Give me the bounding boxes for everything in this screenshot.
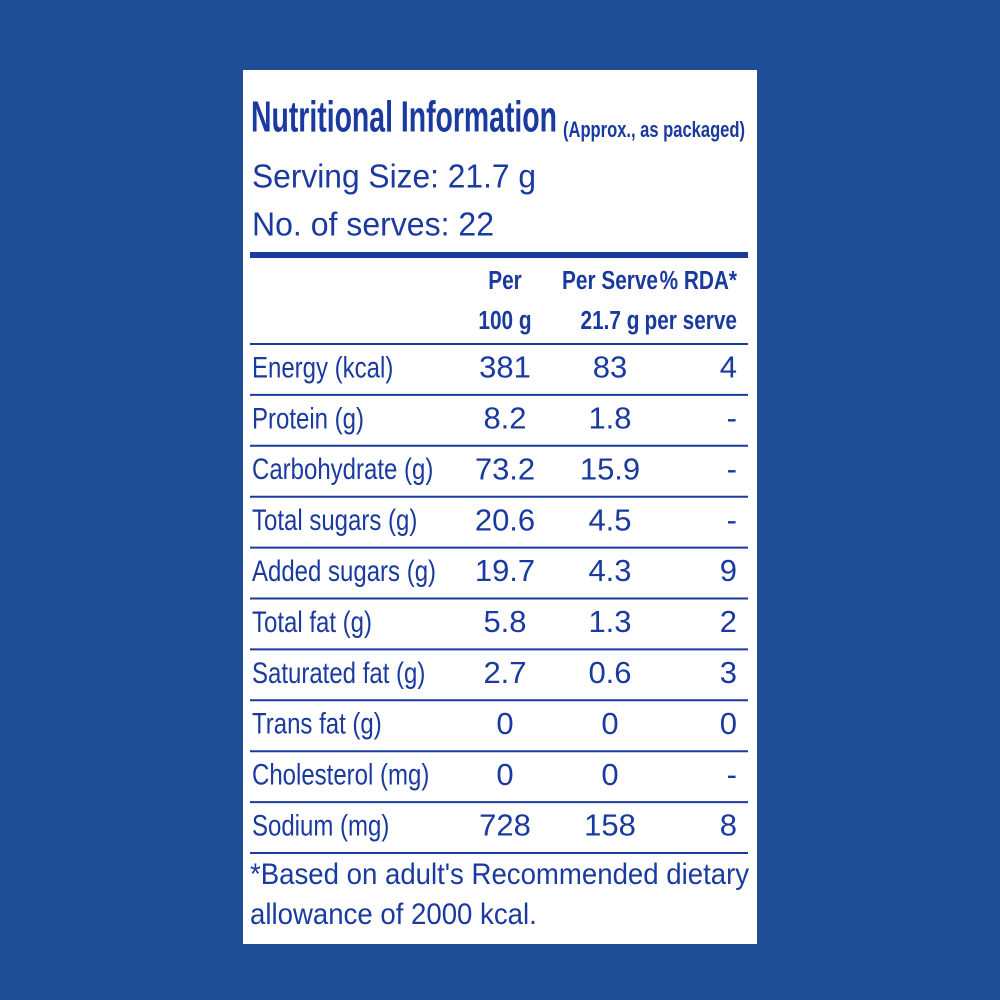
- cell-value: 0: [720, 706, 737, 741]
- cell-value: 20.6: [475, 502, 535, 537]
- title: Nutritional Information: [251, 93, 557, 142]
- cell-value: -: [727, 502, 737, 537]
- cell-value: 8.2: [483, 401, 526, 436]
- cell-value: 73.2: [475, 451, 535, 486]
- cell-value: 15.9: [580, 451, 640, 486]
- row-label: Added sugars (g): [252, 553, 436, 587]
- cell-value: 0: [496, 706, 513, 741]
- column-header: 21.7 g: [581, 306, 640, 335]
- cell-value: 8: [720, 808, 737, 843]
- cell-value: -: [727, 757, 737, 792]
- cell-value: 1.8: [588, 401, 631, 436]
- cell-value: -: [727, 451, 737, 486]
- row-label: Cholesterol (mg): [252, 757, 429, 791]
- row-label: Total sugars (g): [252, 502, 417, 536]
- thick-rule: [250, 252, 748, 258]
- cell-value: 1.3: [588, 604, 631, 639]
- column-header: 100 g: [478, 306, 531, 335]
- cell-value: 2.7: [483, 655, 526, 690]
- subtitle: (Approx., as packaged): [563, 117, 745, 142]
- cell-value: 5.8: [483, 604, 526, 639]
- cell-value: 728: [479, 808, 531, 843]
- row-label: Saturated fat (g): [252, 655, 425, 689]
- cell-value: 9: [720, 553, 737, 588]
- cell-value: 0: [601, 757, 618, 792]
- footnote: *Based on adult's Recommended dietary: [250, 858, 750, 891]
- footnote: allowance of 2000 kcal.: [250, 898, 537, 931]
- row-label: Energy (kcal): [252, 350, 393, 384]
- cell-value: 83: [593, 350, 627, 385]
- cell-value: 0: [601, 706, 618, 741]
- column-header: Per Serve: [562, 266, 658, 295]
- column-header: % RDA*: [660, 266, 738, 295]
- cell-value: 3: [720, 655, 737, 690]
- cell-value: 0: [496, 757, 513, 792]
- row-label: Protein (g): [252, 401, 364, 435]
- cell-value: 4.5: [588, 502, 631, 537]
- column-header: per serve: [645, 306, 737, 335]
- cell-value: 4.3: [588, 553, 631, 588]
- cell-value: 158: [584, 808, 636, 843]
- row-label: Sodium (mg): [252, 808, 389, 842]
- serves: No. of serves: 22: [252, 206, 494, 243]
- row-label: Trans fat (g): [252, 706, 382, 740]
- column-header: Per: [488, 266, 522, 295]
- cell-value: 4: [720, 350, 737, 385]
- row-label: Carbohydrate (g): [252, 452, 433, 486]
- serving-size: Serving Size: 21.7 g: [252, 158, 536, 195]
- panel: [243, 70, 757, 944]
- cell-value: 0.6: [588, 655, 631, 690]
- cell-value: 19.7: [475, 553, 535, 588]
- cell-value: -: [727, 401, 737, 436]
- cell-value: 2: [720, 604, 737, 639]
- row-label: Total fat (g): [252, 604, 372, 638]
- cell-value: 381: [479, 350, 531, 385]
